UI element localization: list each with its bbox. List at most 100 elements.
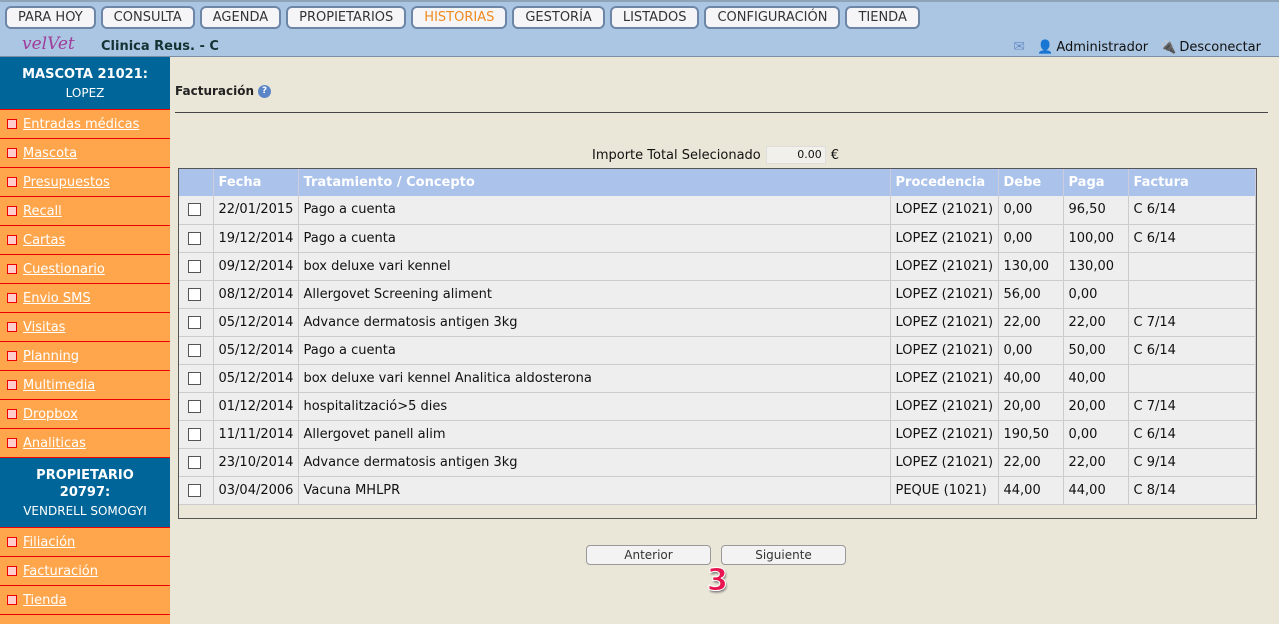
sidebar-item[interactable]: Mascota xyxy=(0,139,170,168)
sidebar-link[interactable]: Multimedia xyxy=(23,377,96,393)
row-checkbox[interactable] xyxy=(188,483,201,497)
table-cell: LOPEZ (21021) xyxy=(890,420,999,449)
help-icon[interactable]: ? xyxy=(258,84,272,98)
nav-configuración[interactable]: CONFIGURACIÓN xyxy=(704,6,841,29)
row-select-cell xyxy=(179,196,214,225)
table-cell: PEQUE (1021) xyxy=(890,476,999,505)
user-icon: 👤 xyxy=(1037,39,1054,55)
bullet-icon xyxy=(7,235,17,245)
sidebar-link[interactable]: Recall xyxy=(23,203,62,219)
sidebar-item[interactable]: Cuestionario xyxy=(0,255,170,284)
row-checkbox[interactable] xyxy=(188,231,201,245)
table-cell: LOPEZ (21021) xyxy=(890,252,999,281)
table-row: 05/12/2014 Advance dermatosis antigen 3kg… xyxy=(179,308,1256,337)
table-row: 03/04/2006 Vacuna MHLPR PEQUE (1021) 44,00 4… xyxy=(179,476,1256,505)
previous-button[interactable]: Anterior xyxy=(586,545,711,565)
sidebar-link[interactable]: Mascota xyxy=(23,145,78,161)
table-cell: 23/10/2014 xyxy=(213,448,299,477)
row-checkbox[interactable] xyxy=(188,455,201,469)
row-select-cell xyxy=(179,308,214,337)
table-cell: 05/12/2014 xyxy=(213,364,299,393)
table-cell: 20,00 xyxy=(1063,392,1129,421)
sidebar-link[interactable]: Dropbox xyxy=(23,406,78,422)
row-select-cell xyxy=(179,420,214,449)
column-header: Paga xyxy=(1063,169,1129,196)
sidebar-item[interactable]: Facturación xyxy=(0,557,170,586)
row-select-cell xyxy=(179,280,214,309)
sidebar-link[interactable]: Entradas médicas xyxy=(23,116,140,132)
table-cell: C 6/14 xyxy=(1128,196,1256,225)
bullet-icon xyxy=(7,409,17,419)
table-cell: LOPEZ (21021) xyxy=(890,280,999,309)
table-cell: Vacuna MHLPR xyxy=(298,476,891,505)
nav-propietarios[interactable]: PROPIETARIOS xyxy=(286,6,407,29)
table-cell: box deluxe vari kennel xyxy=(298,252,891,281)
table-cell: Pago a cuenta xyxy=(298,224,891,253)
table-cell: C 7/14 xyxy=(1128,308,1256,337)
nav-listados[interactable]: LISTADOS xyxy=(609,6,700,29)
sidebar-link[interactable]: Analiticas xyxy=(23,435,86,451)
sidebar-item[interactable]: Cartas xyxy=(0,226,170,255)
sidebar-link[interactable]: Planning xyxy=(23,348,79,364)
page-title: Facturación? xyxy=(175,84,272,98)
row-checkbox[interactable] xyxy=(188,343,201,357)
sidebar-link[interactable]: Envio SMS xyxy=(23,290,91,306)
table-cell: 130,00 xyxy=(998,252,1064,281)
sidebar-item[interactable]: Tienda xyxy=(0,586,170,615)
nav-gestoría[interactable]: GESTORÍA xyxy=(512,6,605,29)
table-row: 23/10/2014 Advance dermatosis antigen 3kg… xyxy=(179,448,1256,477)
nav-para-hoy[interactable]: PARA HOY xyxy=(5,6,96,29)
sidebar-link[interactable]: Cartas xyxy=(23,232,66,248)
sidebar-item[interactable]: Envio SMS xyxy=(0,284,170,313)
sidebar-link[interactable]: Facturación xyxy=(23,563,98,579)
table-cell: 22,00 xyxy=(998,448,1064,477)
mail-icon[interactable]: ✉ xyxy=(1013,39,1026,55)
table-cell: 0,00 xyxy=(1063,280,1129,309)
row-checkbox[interactable] xyxy=(188,203,201,217)
row-checkbox[interactable] xyxy=(188,399,201,413)
row-checkbox[interactable] xyxy=(188,259,201,273)
column-header: Procedencia xyxy=(890,169,999,196)
sidebar-item[interactable]: Dropbox xyxy=(0,400,170,429)
sidebar-link[interactable]: Tienda xyxy=(23,592,67,608)
table-row: 08/12/2014 Allergovet Screening aliment LO… xyxy=(179,280,1256,309)
logout-link[interactable]: 🔌 Desconectar xyxy=(1160,39,1261,55)
table-cell: 03/04/2006 xyxy=(213,476,299,505)
sidebar-link[interactable]: Filiación xyxy=(23,534,76,550)
sidebar-item[interactable]: Filiación xyxy=(0,528,170,557)
row-checkbox[interactable] xyxy=(188,427,201,441)
row-checkbox[interactable] xyxy=(188,287,201,301)
sidebar-item[interactable]: Multimedia xyxy=(0,371,170,400)
divider xyxy=(175,112,1268,113)
sidebar-item[interactable]: Visitas xyxy=(0,313,170,342)
nav-tienda[interactable]: TIENDA xyxy=(845,6,920,29)
table-cell: 130,00 xyxy=(1063,252,1129,281)
sidebar-item[interactable]: Analiticas xyxy=(0,429,170,458)
sidebar-item[interactable]: Planning xyxy=(0,342,170,371)
nav-agenda[interactable]: AGENDA xyxy=(199,6,282,29)
nav-historias[interactable]: HISTORIAS xyxy=(411,6,508,29)
nav-consulta[interactable]: CONSULTA xyxy=(100,6,195,29)
row-checkbox[interactable] xyxy=(188,371,201,385)
table-cell: 22/01/2015 xyxy=(213,196,299,225)
sidebar-item[interactable]: Entradas médicas xyxy=(0,110,170,139)
sidebar-link[interactable]: Cuestionario xyxy=(23,261,105,277)
table-row: 19/12/2014 Pago a cuenta LOPEZ (21021) 0,00… xyxy=(179,224,1256,253)
sidebar-link[interactable]: Visitas xyxy=(23,319,66,335)
table-cell: C 7/14 xyxy=(1128,392,1256,421)
table-cell: LOPEZ (21021) xyxy=(890,196,999,225)
table-cell: 0,00 xyxy=(998,224,1064,253)
next-button[interactable]: Siguiente xyxy=(721,545,846,565)
row-checkbox[interactable] xyxy=(188,315,201,329)
sidebar-item[interactable]: Recall xyxy=(0,197,170,226)
table-cell: 22,00 xyxy=(998,308,1064,337)
column-header: Factura xyxy=(1128,169,1256,196)
user-link[interactable]: 👤 Administrador xyxy=(1037,39,1149,55)
table-cell: Advance dermatosis antigen 3kg xyxy=(298,448,891,477)
row-select-cell xyxy=(179,392,214,421)
table-cell: C 6/14 xyxy=(1128,336,1256,365)
sidebar-item[interactable]: Presupuestos xyxy=(0,168,170,197)
sidebar-link[interactable]: Presupuestos xyxy=(23,174,110,190)
column-header: Tratamiento / Concepto xyxy=(298,169,891,196)
table-cell: 20,00 xyxy=(998,392,1064,421)
